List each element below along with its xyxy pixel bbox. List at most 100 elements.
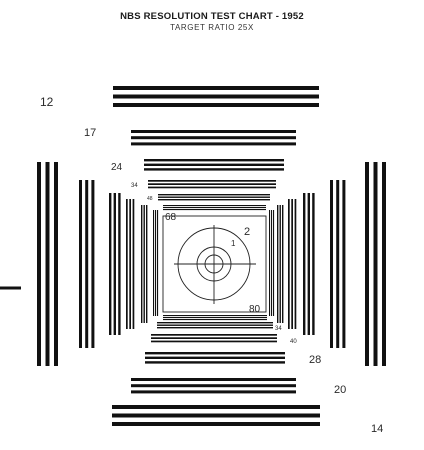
label-34-bottom: 34 [275, 326, 282, 332]
bars-right-5-bar [279, 205, 281, 323]
bars-right-2 [330, 180, 346, 348]
bars-left-6-bar [153, 210, 155, 316]
bars-80-bar [163, 319, 267, 321]
bars-left-1-bar [37, 162, 41, 366]
label-12: 12 [40, 95, 54, 109]
bars-40-bar [151, 337, 277, 339]
bars-left-6 [153, 210, 159, 316]
label-2: 2 [244, 226, 251, 238]
bars-48-bar [158, 194, 270, 196]
bars-left-4-bar [129, 199, 131, 329]
bars-right-2-bar [342, 180, 346, 348]
bars-left-1-bar [45, 162, 50, 366]
bars-right-1-bar [373, 162, 378, 366]
bars-68-top-bar [163, 205, 266, 207]
bars-right-4 [288, 199, 297, 329]
bars-right-6-bar [269, 210, 271, 316]
bars-left-4-bar [132, 199, 135, 329]
bars-80 [163, 315, 267, 321]
bars-left-4 [126, 199, 135, 329]
bars-68-top-bar [163, 209, 266, 211]
bars-34-top-bar [148, 183, 276, 185]
bars-right-6-bar [271, 210, 273, 316]
bars-12 [113, 86, 319, 107]
bars-28-bar [145, 361, 285, 364]
bars-28 [145, 352, 285, 364]
bars-34-bottom-bar [157, 324, 273, 326]
bars-left-6-bar [155, 210, 157, 316]
bars-right-5 [277, 205, 284, 323]
bars-right-3-bar [303, 193, 306, 335]
bars-17-bar [131, 130, 296, 133]
bars-24-bar [144, 159, 284, 162]
bars-right-5-bar [277, 205, 279, 323]
bars-left-3-bar [113, 193, 116, 335]
bars-12-bar [113, 103, 319, 107]
bars-right-1 [365, 162, 386, 366]
label-68: 68 [165, 212, 177, 223]
bars-left-5-bar [143, 205, 145, 323]
bars-14-bar [112, 422, 320, 426]
label-40: 40 [290, 339, 297, 345]
label-24: 24 [111, 162, 123, 173]
bars-right-2-bar [330, 180, 333, 348]
bars-left-6-bar [157, 210, 159, 316]
bars-24 [144, 159, 284, 171]
bars-14 [112, 405, 320, 426]
bars-right-4-bar [294, 199, 297, 329]
label-1: 1 [231, 239, 236, 248]
bars-14-bar [112, 413, 320, 418]
label-34-top: 34 [131, 183, 138, 189]
label-17: 17 [84, 127, 97, 139]
bars-48-bar [158, 199, 270, 201]
bars-28-bar [145, 352, 285, 355]
bars-12-bar [113, 94, 319, 99]
bars-left-1 [37, 162, 58, 366]
bars-left-5 [141, 205, 148, 323]
bars-left-5-bar [141, 205, 143, 323]
bars-34-bottom-bar [157, 327, 273, 329]
bars-80-bar [163, 317, 267, 319]
label-48: 48 [147, 196, 153, 202]
chart-title: NBS RESOLUTION TEST CHART - 1952 [120, 11, 304, 22]
bars-right-1-bar [365, 162, 369, 366]
bars-40 [151, 334, 277, 343]
center-target [162, 215, 267, 313]
bar-groups [37, 86, 386, 426]
bars-40-bar [151, 340, 277, 343]
bars-right-1-bar [382, 162, 386, 366]
bars-left-2-bar [85, 180, 89, 348]
bars-34-bottom [157, 322, 273, 329]
bars-right-3-bar [307, 193, 310, 335]
bars-left-3 [109, 193, 121, 335]
bars-right-2-bar [336, 180, 340, 348]
bars-20-bar [131, 378, 296, 381]
bars-right-6 [269, 210, 275, 316]
label-80: 80 [249, 304, 261, 315]
bars-20-bar [131, 390, 296, 394]
bars-17 [131, 130, 296, 146]
bars-17-bar [131, 142, 296, 146]
bars-34-top [148, 180, 276, 189]
bars-right-3 [303, 193, 315, 335]
bars-left-2-bar [79, 180, 82, 348]
bars-48 [158, 194, 270, 201]
bars-left-5-bar [146, 205, 148, 323]
center-box [162, 215, 267, 313]
bars-right-5-bar [282, 205, 284, 323]
bars-20 [131, 378, 296, 394]
bars-right-4-bar [291, 199, 293, 329]
bars-68-top [163, 205, 266, 211]
bars-right-6-bar [273, 210, 275, 316]
bars-14-bar [112, 405, 320, 409]
bars-left-3-bar [109, 193, 112, 335]
bars-34-top-bar [148, 180, 276, 182]
bars-48-bar [158, 196, 270, 198]
bars-24-bar [144, 168, 284, 171]
bars-left-2-bar [91, 180, 95, 348]
chart-subtitle: TARGET RATIO 25X [170, 23, 254, 32]
label-28: 28 [309, 354, 322, 366]
bars-68-top-bar [163, 207, 266, 209]
bars-left-4-bar [126, 199, 128, 329]
